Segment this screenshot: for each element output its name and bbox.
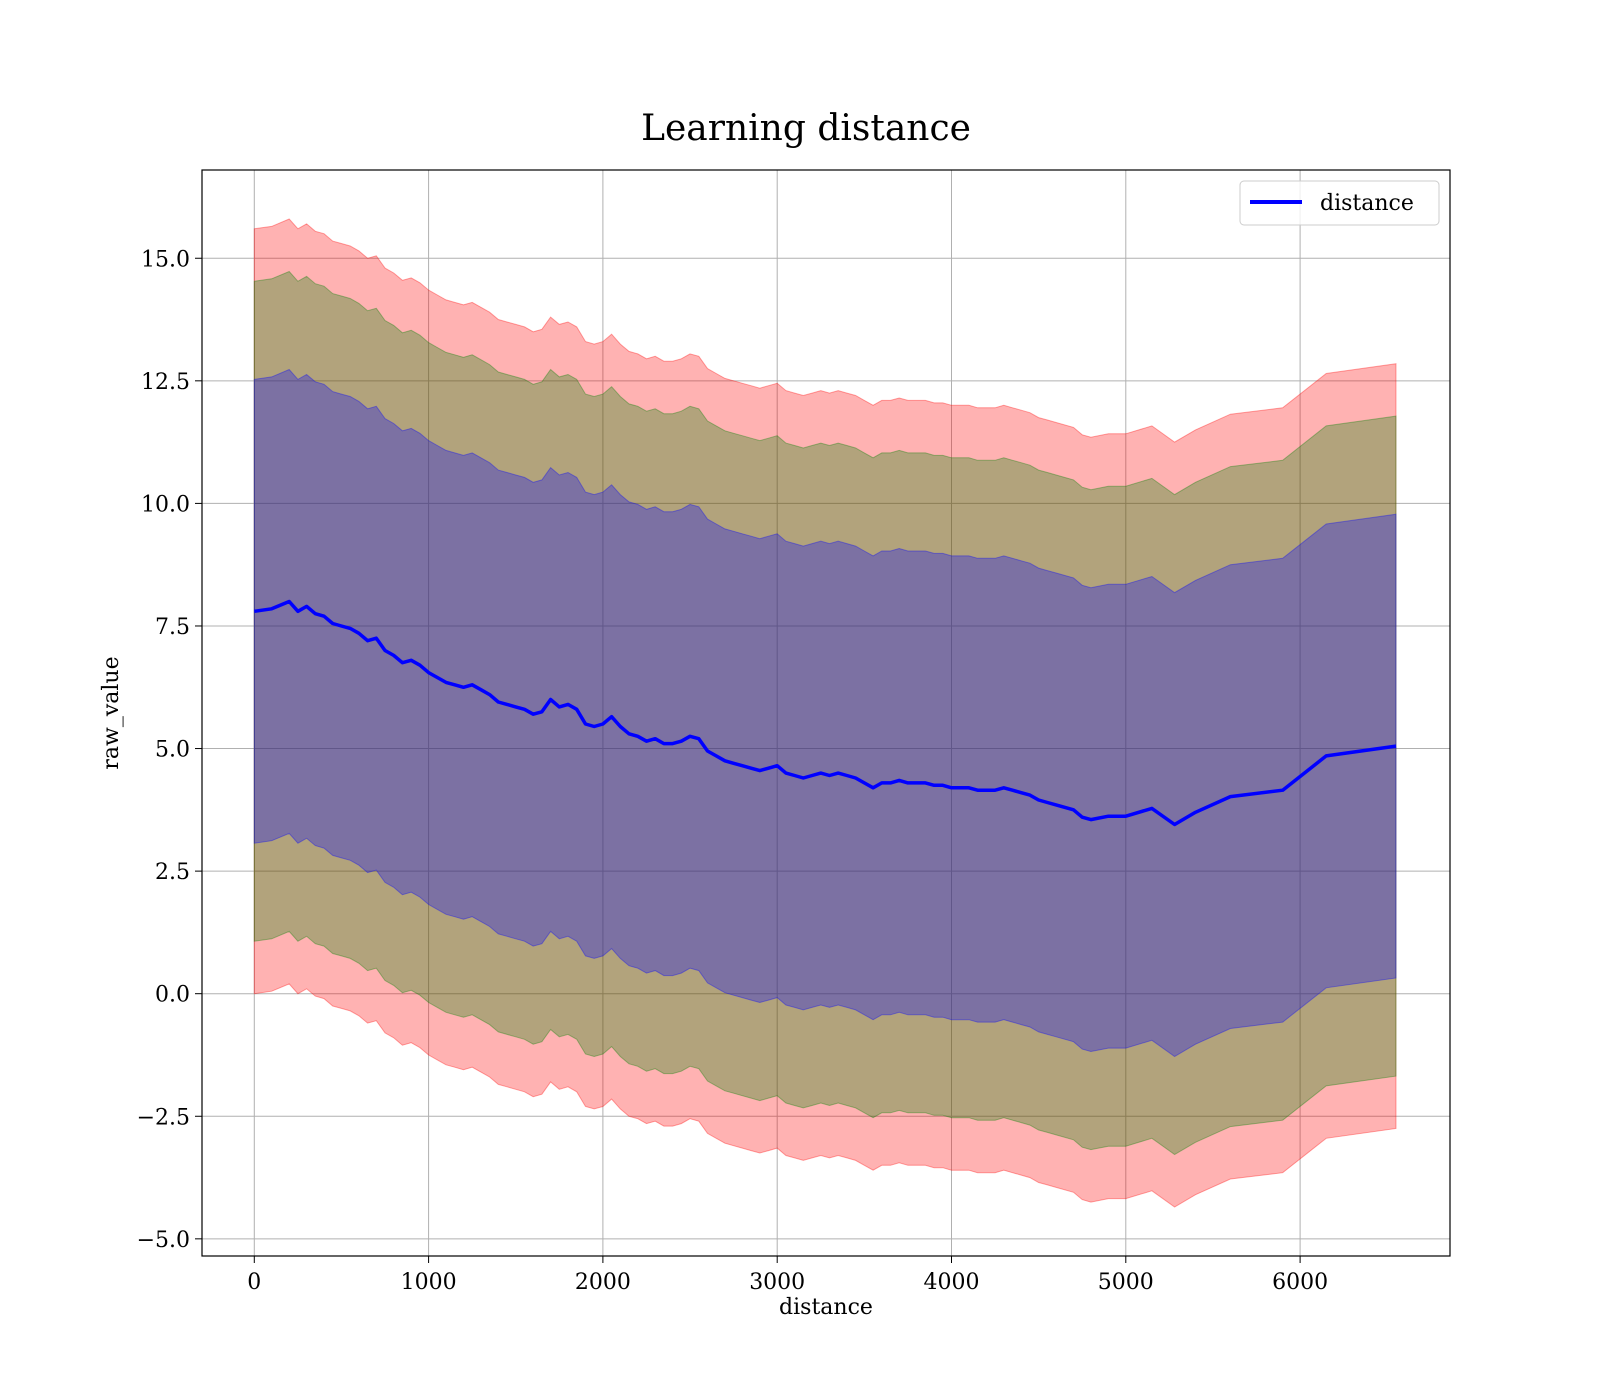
x-tick-label: 4000: [923, 1270, 979, 1295]
series-line-distance: [254, 599, 1397, 827]
grid: [202, 170, 1450, 1256]
chart-title: Learning distance: [641, 108, 971, 149]
y-tick-label: 7.5: [155, 615, 190, 640]
x-tick-label: 3000: [749, 1270, 805, 1295]
plot-frame: [201, 169, 1451, 1257]
y-tick-label: −5.0: [137, 1228, 190, 1253]
x-tick-label: 2000: [575, 1270, 631, 1295]
y-tick-label: −2.5: [137, 1105, 190, 1130]
y-tick-label: 12.5: [141, 370, 190, 395]
series: [254, 599, 1397, 827]
legend: distance: [1239, 180, 1440, 226]
x-tick-label: 6000: [1272, 1270, 1328, 1295]
confidence-band-1: [253, 218, 1397, 1208]
legend-frame: [1239, 180, 1440, 226]
y-axis-label: raw_value: [99, 656, 124, 769]
legend-label-distance: distance: [1320, 191, 1414, 216]
x-tick-label: 0: [247, 1270, 261, 1295]
x-ticks: 0 1000 2000 3000 4000 5000 6000: [247, 1256, 1328, 1295]
confidence-band-2: [253, 270, 1397, 1156]
x-tick-label: 5000: [1098, 1270, 1154, 1295]
y-tick-label: 2.5: [155, 860, 190, 885]
y-tick-label: 5.0: [155, 738, 190, 763]
confidence-band-3: [253, 368, 1397, 1058]
y-ticks: −5.0 −2.5 0.0 2.5 5.0 7.5 10.0 12.5 15.0: [137, 247, 202, 1253]
bands: [253, 218, 1397, 1208]
y-tick-label: 10.0: [141, 492, 190, 517]
x-tick-label: 1000: [401, 1270, 457, 1295]
x-axis-label: distance: [779, 1295, 873, 1320]
y-tick-label: 0.0: [155, 983, 190, 1008]
y-tick-label: 15.0: [141, 247, 190, 272]
